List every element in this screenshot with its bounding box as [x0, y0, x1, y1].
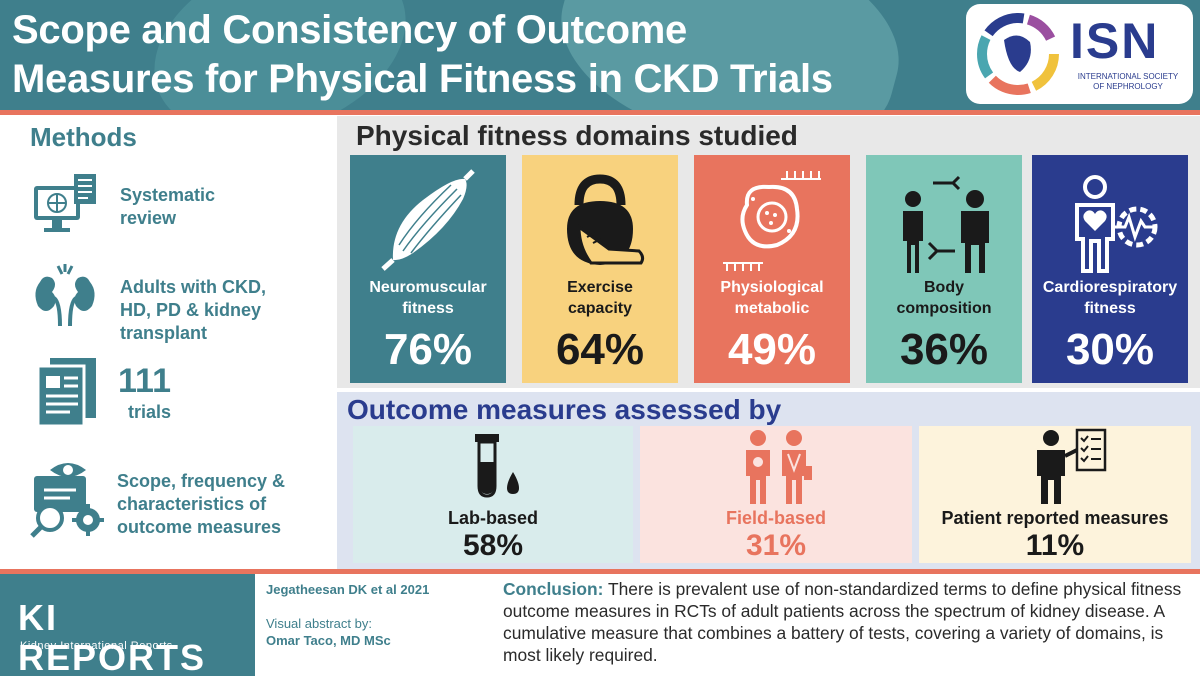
kidney-icon	[35, 264, 95, 327]
domain-percent: 76%	[383, 325, 473, 374]
trials-label: trials	[128, 402, 172, 422]
conclusion-text: There is prevalent use of non-standardiz…	[503, 579, 1182, 665]
visual-abstract-author: Omar Taco, MD MSc	[266, 633, 391, 648]
methods-title: Methods	[30, 122, 137, 152]
cell-icon	[723, 171, 821, 271]
header-banner: Scope and Consistency of Outcome Measure…	[0, 0, 1200, 113]
test-tube-icon	[475, 434, 519, 498]
isn-logo-box: ISN INTERNATIONAL SOCIETY OF NEPHROLOGY	[966, 4, 1193, 104]
outcome-percent: 11%	[1025, 529, 1085, 562]
muscle-icon	[381, 169, 475, 271]
visual-abstract-label: Visual abstract by:	[266, 616, 372, 631]
domain-name: Cardiorespiratory fitness	[1042, 279, 1178, 317]
eye-gear-search-icon	[30, 463, 104, 538]
heart-person-icon	[1075, 175, 1158, 273]
page-title: Scope and Consistency of Outcome Measure…	[12, 8, 833, 101]
conclusion-lead: Conclusion:	[503, 579, 604, 599]
kettlebell-shoe-icon	[567, 174, 645, 265]
domain-percent: 49%	[727, 325, 817, 374]
journal-subtitle: Kidney International Reports	[20, 640, 173, 652]
outcome-card-field-based: Field-based 31%	[640, 426, 912, 563]
outcomes-title: Outcome measures assessed by	[347, 394, 782, 425]
domain-card-neuromuscular: Neuromuscular fitness 76%	[350, 155, 506, 383]
journal-logo: KI REPORTS	[18, 597, 207, 678]
outcome-card-lab-based: Lab-based 58%	[353, 426, 633, 563]
isn-logo-subtitle: INTERNATIONAL SOCIETY OF NEPHROLOGY	[1077, 72, 1179, 91]
citation: Jegatheesan DK et al 2021	[266, 582, 430, 597]
domain-name: Physiological metabolic	[720, 279, 824, 317]
header-divider	[0, 110, 1200, 115]
outcome-label: Field-based	[725, 508, 827, 528]
computer-document-icon	[34, 174, 96, 232]
domain-name: Exercise capacity	[567, 279, 633, 317]
outcome-percent: 58%	[462, 529, 524, 562]
method-systematic-review: Systematic review	[120, 185, 216, 228]
domain-card-cardiorespiratory: Cardiorespiratory fitness 30%	[1032, 155, 1188, 383]
domain-card-body-composition: Body composition 36%	[866, 155, 1022, 383]
conclusion: Conclusion: There is prevalent use of no…	[503, 578, 1193, 666]
trials-count: 111	[118, 362, 171, 400]
domain-card-exercise-capacity: Exercise capacity 64%	[522, 155, 678, 383]
outcome-label: Patient reported measures	[941, 508, 1169, 528]
method-scope: Scope, frequency & characteristics of ou…	[117, 471, 286, 537]
isn-globe-icon	[977, 13, 1059, 95]
outcome-percent: 31%	[745, 529, 807, 562]
journal-logo-box: KI REPORTS Kidney International Reports	[0, 574, 255, 678]
domain-name: Body composition	[896, 279, 992, 317]
people-icon	[746, 430, 812, 504]
method-population: Adults with CKD, HD, PD & kidney transpl…	[120, 277, 266, 343]
domain-percent: 30%	[1065, 325, 1155, 374]
outcome-card-patient-reported: Patient reported measures 11%	[919, 426, 1191, 563]
domains-title: Physical fitness domains studied	[356, 120, 798, 151]
document-icon	[36, 358, 96, 428]
domain-percent: 64%	[555, 325, 645, 374]
outcome-label: Lab-based	[447, 508, 539, 528]
footer-divider	[0, 569, 1200, 574]
body-measure-icon	[903, 175, 989, 273]
isn-logo-text: ISN	[1070, 13, 1160, 69]
domain-percent: 36%	[899, 325, 989, 374]
domain-card-physiological-metabolic: Physiological metabolic 49%	[694, 155, 850, 383]
domain-name: Neuromuscular fitness	[369, 279, 487, 317]
person-checklist-icon	[1037, 428, 1107, 504]
